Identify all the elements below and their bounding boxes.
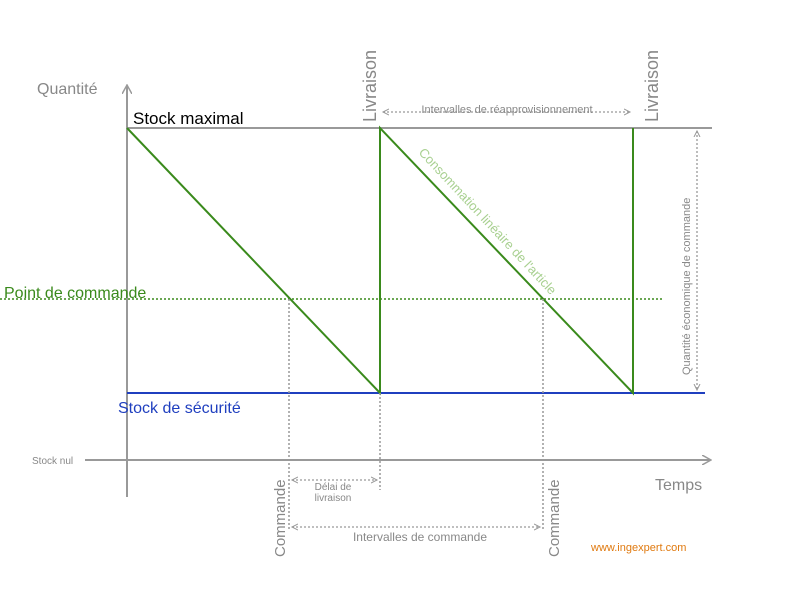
replenish-label: Intervalles de réapprovisionnement bbox=[421, 104, 592, 116]
lead-label: livraison bbox=[315, 493, 352, 504]
max-label: Stock maximal bbox=[133, 109, 244, 128]
guides bbox=[288, 299, 544, 530]
delivery-label: Livraison bbox=[360, 50, 380, 122]
delivery-label: Livraison bbox=[642, 50, 662, 122]
reorder-label: Point de commande bbox=[4, 285, 146, 302]
quantity-label: Quantité économique de commande bbox=[681, 198, 693, 375]
source: www.ingexpert.com bbox=[590, 542, 686, 554]
order-interval-label: Intervalles de commande bbox=[353, 530, 487, 544]
lead-label: Délai de bbox=[315, 482, 352, 493]
order-label: Commande bbox=[272, 479, 289, 557]
zero-label: Stock nul bbox=[32, 456, 73, 467]
safety-label: Stock de sécurité bbox=[118, 400, 241, 417]
order-label: Commande bbox=[546, 479, 563, 557]
stock-curve bbox=[126, 125, 634, 396]
y-label: Quantité bbox=[37, 81, 98, 98]
x-label: Temps bbox=[655, 477, 702, 494]
